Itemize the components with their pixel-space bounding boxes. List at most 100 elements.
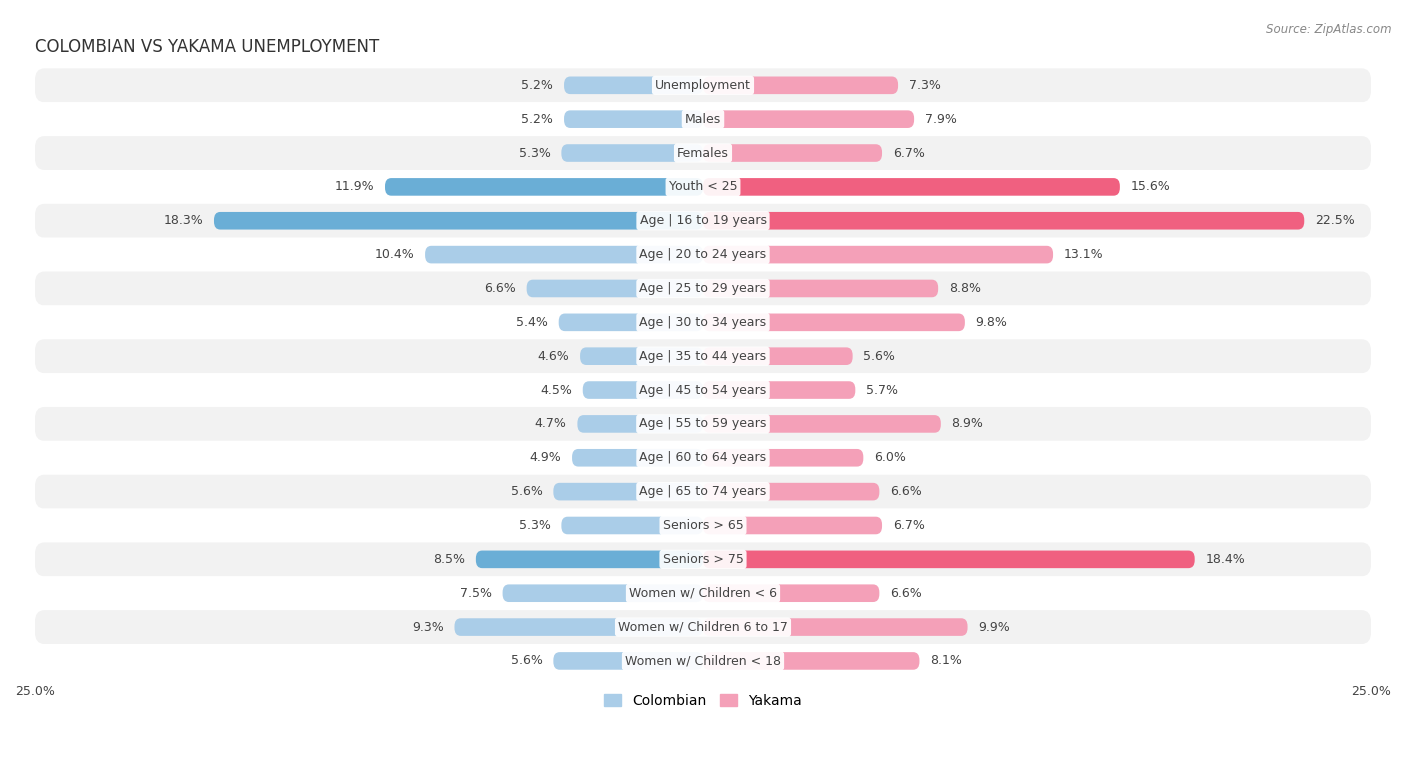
FancyBboxPatch shape (572, 449, 703, 466)
Text: Age | 30 to 34 years: Age | 30 to 34 years (640, 316, 766, 329)
FancyBboxPatch shape (35, 238, 1371, 272)
Text: 5.6%: 5.6% (510, 655, 543, 668)
FancyBboxPatch shape (703, 246, 1053, 263)
Text: Age | 45 to 54 years: Age | 45 to 54 years (640, 384, 766, 397)
Legend: Colombian, Yakama: Colombian, Yakama (599, 688, 807, 714)
FancyBboxPatch shape (385, 178, 703, 196)
Text: Age | 55 to 59 years: Age | 55 to 59 years (640, 417, 766, 431)
FancyBboxPatch shape (703, 483, 879, 500)
Text: 5.2%: 5.2% (522, 79, 554, 92)
Text: 9.9%: 9.9% (979, 621, 1010, 634)
Text: 5.3%: 5.3% (519, 519, 551, 532)
Text: 5.2%: 5.2% (522, 113, 554, 126)
Text: 6.6%: 6.6% (484, 282, 516, 295)
FancyBboxPatch shape (35, 441, 1371, 475)
Text: 6.7%: 6.7% (893, 519, 925, 532)
Text: Seniors > 75: Seniors > 75 (662, 553, 744, 565)
FancyBboxPatch shape (582, 382, 703, 399)
Text: 4.6%: 4.6% (537, 350, 569, 363)
Text: 18.4%: 18.4% (1205, 553, 1246, 565)
Text: Women w/ Children 6 to 17: Women w/ Children 6 to 17 (619, 621, 787, 634)
Text: 9.8%: 9.8% (976, 316, 1008, 329)
Text: Unemployment: Unemployment (655, 79, 751, 92)
Text: Women w/ Children < 18: Women w/ Children < 18 (626, 655, 780, 668)
Text: 4.5%: 4.5% (540, 384, 572, 397)
FancyBboxPatch shape (35, 475, 1371, 509)
FancyBboxPatch shape (554, 652, 703, 670)
FancyBboxPatch shape (35, 610, 1371, 644)
Text: 4.9%: 4.9% (530, 451, 561, 464)
Text: Age | 65 to 74 years: Age | 65 to 74 years (640, 485, 766, 498)
FancyBboxPatch shape (502, 584, 703, 602)
Text: Age | 16 to 19 years: Age | 16 to 19 years (640, 214, 766, 227)
FancyBboxPatch shape (703, 584, 879, 602)
Text: Age | 35 to 44 years: Age | 35 to 44 years (640, 350, 766, 363)
FancyBboxPatch shape (35, 543, 1371, 576)
Text: 5.7%: 5.7% (866, 384, 898, 397)
FancyBboxPatch shape (454, 618, 703, 636)
FancyBboxPatch shape (703, 76, 898, 94)
Text: 6.0%: 6.0% (875, 451, 905, 464)
FancyBboxPatch shape (35, 68, 1371, 102)
FancyBboxPatch shape (35, 339, 1371, 373)
FancyBboxPatch shape (564, 111, 703, 128)
Text: 6.6%: 6.6% (890, 587, 922, 600)
Text: 7.9%: 7.9% (925, 113, 956, 126)
Text: 8.9%: 8.9% (952, 417, 983, 431)
FancyBboxPatch shape (703, 382, 855, 399)
FancyBboxPatch shape (703, 618, 967, 636)
FancyBboxPatch shape (703, 145, 882, 162)
FancyBboxPatch shape (35, 272, 1371, 305)
FancyBboxPatch shape (703, 212, 1305, 229)
Text: Age | 60 to 64 years: Age | 60 to 64 years (640, 451, 766, 464)
Text: 4.7%: 4.7% (534, 417, 567, 431)
FancyBboxPatch shape (703, 313, 965, 331)
Text: 15.6%: 15.6% (1130, 180, 1170, 193)
FancyBboxPatch shape (475, 550, 703, 569)
FancyBboxPatch shape (425, 246, 703, 263)
Text: Source: ZipAtlas.com: Source: ZipAtlas.com (1267, 23, 1392, 36)
FancyBboxPatch shape (578, 415, 703, 433)
FancyBboxPatch shape (703, 415, 941, 433)
Text: 6.6%: 6.6% (890, 485, 922, 498)
Text: 8.1%: 8.1% (931, 655, 962, 668)
FancyBboxPatch shape (554, 483, 703, 500)
FancyBboxPatch shape (35, 576, 1371, 610)
Text: Seniors > 65: Seniors > 65 (662, 519, 744, 532)
FancyBboxPatch shape (35, 136, 1371, 170)
FancyBboxPatch shape (564, 76, 703, 94)
Text: 10.4%: 10.4% (374, 248, 415, 261)
Text: 9.3%: 9.3% (412, 621, 444, 634)
Text: 13.1%: 13.1% (1064, 248, 1104, 261)
FancyBboxPatch shape (35, 407, 1371, 441)
Text: 8.8%: 8.8% (949, 282, 981, 295)
Text: 7.3%: 7.3% (908, 79, 941, 92)
FancyBboxPatch shape (561, 145, 703, 162)
Text: 5.6%: 5.6% (510, 485, 543, 498)
FancyBboxPatch shape (35, 373, 1371, 407)
Text: COLOMBIAN VS YAKAMA UNEMPLOYMENT: COLOMBIAN VS YAKAMA UNEMPLOYMENT (35, 38, 380, 56)
FancyBboxPatch shape (527, 279, 703, 298)
Text: 22.5%: 22.5% (1315, 214, 1355, 227)
Text: 18.3%: 18.3% (163, 214, 204, 227)
FancyBboxPatch shape (703, 652, 920, 670)
FancyBboxPatch shape (703, 178, 1119, 196)
FancyBboxPatch shape (703, 449, 863, 466)
FancyBboxPatch shape (35, 305, 1371, 339)
Text: 7.5%: 7.5% (460, 587, 492, 600)
Text: 6.7%: 6.7% (893, 147, 925, 160)
Text: 5.3%: 5.3% (519, 147, 551, 160)
Text: Youth < 25: Youth < 25 (669, 180, 737, 193)
FancyBboxPatch shape (703, 111, 914, 128)
Text: Age | 25 to 29 years: Age | 25 to 29 years (640, 282, 766, 295)
FancyBboxPatch shape (35, 509, 1371, 543)
FancyBboxPatch shape (703, 517, 882, 534)
Text: 8.5%: 8.5% (433, 553, 465, 565)
FancyBboxPatch shape (558, 313, 703, 331)
Text: Age | 20 to 24 years: Age | 20 to 24 years (640, 248, 766, 261)
FancyBboxPatch shape (35, 102, 1371, 136)
FancyBboxPatch shape (703, 347, 852, 365)
Text: Women w/ Children < 6: Women w/ Children < 6 (628, 587, 778, 600)
FancyBboxPatch shape (703, 279, 938, 298)
FancyBboxPatch shape (214, 212, 703, 229)
